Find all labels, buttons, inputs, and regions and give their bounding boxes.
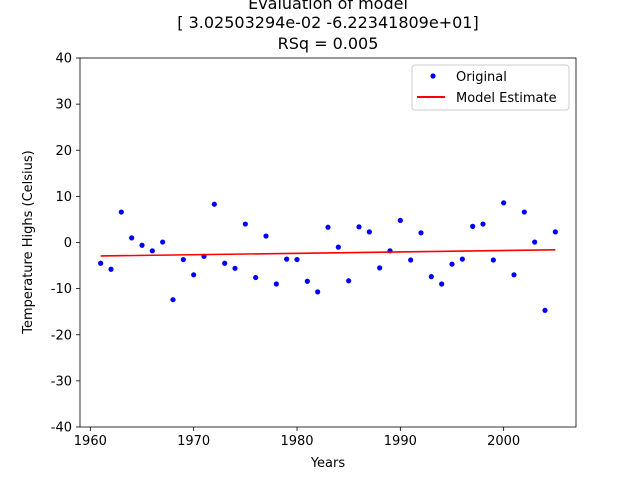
legend: Original Model Estimate bbox=[411, 64, 570, 111]
data-point bbox=[511, 272, 517, 278]
y-tick-label: 0 bbox=[64, 236, 72, 251]
y-tick-label: 10 bbox=[55, 190, 72, 205]
data-point bbox=[470, 223, 476, 229]
data-point bbox=[377, 265, 383, 271]
data-point bbox=[490, 257, 496, 263]
data-point bbox=[232, 265, 238, 271]
data-point bbox=[335, 244, 341, 250]
data-point bbox=[139, 242, 145, 248]
y-axis-ticks: -40 -30 -20 -10 0 10 20 30 40 bbox=[51, 52, 80, 436]
data-point bbox=[325, 224, 331, 230]
data-point bbox=[191, 272, 197, 278]
x-tick-label: 1980 bbox=[280, 434, 313, 449]
chart-title-line-3: RSq = 0.005 bbox=[278, 34, 379, 53]
data-point bbox=[532, 239, 538, 245]
data-point bbox=[356, 224, 362, 230]
legend-marker-original bbox=[430, 73, 436, 79]
series-line-model-estimate bbox=[100, 249, 556, 257]
y-axis-label: Temperature Highs (Celsius) bbox=[21, 150, 36, 335]
data-point bbox=[129, 235, 135, 241]
data-point bbox=[408, 257, 414, 263]
data-point bbox=[480, 221, 486, 227]
data-point bbox=[449, 261, 455, 267]
data-point bbox=[273, 281, 279, 287]
data-point bbox=[98, 260, 104, 266]
data-point bbox=[397, 217, 403, 223]
data-point bbox=[501, 200, 507, 206]
legend-label-model-estimate: Model Estimate bbox=[456, 91, 557, 106]
data-point bbox=[346, 278, 352, 284]
data-point bbox=[552, 229, 558, 235]
x-axis-ticks: 1960 1970 1980 1990 2000 bbox=[74, 427, 520, 449]
data-point bbox=[428, 274, 434, 280]
data-point bbox=[439, 281, 445, 287]
chart-title-line-2: [ 3.02503294e-02 -6.22341809e+01] bbox=[177, 13, 478, 32]
y-tick-label: -30 bbox=[51, 374, 72, 389]
plot-area bbox=[79, 57, 577, 428]
data-point bbox=[170, 297, 176, 303]
data-point bbox=[294, 256, 300, 263]
axes-frame bbox=[79, 57, 577, 428]
data-point bbox=[418, 230, 424, 236]
data-point bbox=[242, 221, 248, 227]
y-tick-label: -10 bbox=[51, 282, 72, 297]
data-point bbox=[108, 266, 114, 272]
data-point bbox=[542, 307, 548, 313]
data-point bbox=[521, 209, 527, 215]
data-point bbox=[263, 233, 269, 239]
y-tick-label: -40 bbox=[51, 421, 72, 436]
data-point bbox=[160, 239, 166, 245]
data-point bbox=[211, 201, 217, 207]
data-point bbox=[149, 248, 155, 254]
x-tick-label: 1990 bbox=[384, 434, 417, 449]
chart-title-line-1: Evaluation of model bbox=[248, 0, 408, 13]
data-point bbox=[315, 289, 321, 295]
legend-box bbox=[411, 64, 570, 111]
data-point bbox=[180, 256, 186, 263]
y-tick-label: -20 bbox=[51, 328, 72, 343]
x-tick-label: 1960 bbox=[74, 434, 107, 449]
data-point bbox=[222, 260, 228, 266]
y-tick-label: 30 bbox=[55, 98, 72, 113]
data-point bbox=[118, 209, 124, 215]
legend-label-original: Original bbox=[456, 70, 507, 85]
data-point bbox=[284, 256, 290, 262]
x-axis-label: Years bbox=[310, 456, 346, 471]
y-tick-label: 40 bbox=[55, 52, 72, 67]
data-point bbox=[366, 229, 372, 235]
x-tick-label: 2000 bbox=[487, 434, 520, 449]
data-point bbox=[459, 256, 465, 262]
x-tick-label: 1970 bbox=[177, 434, 210, 449]
data-point bbox=[304, 278, 310, 284]
data-point bbox=[253, 274, 259, 281]
y-tick-label: 20 bbox=[55, 144, 72, 159]
